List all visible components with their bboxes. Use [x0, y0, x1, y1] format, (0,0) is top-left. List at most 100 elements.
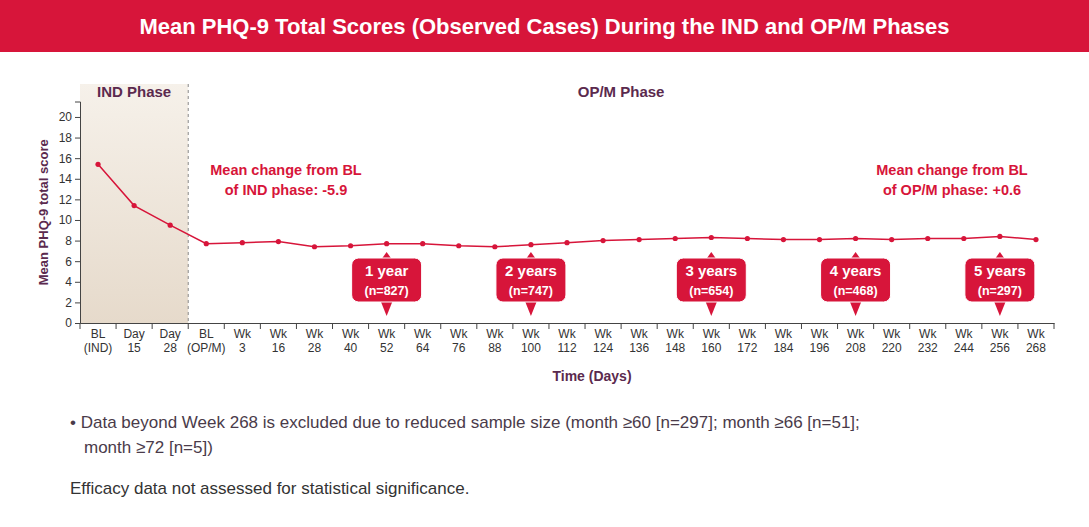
category-separator — [873, 323, 874, 329]
y-tick: 8 — [65, 234, 80, 248]
data-point — [95, 162, 100, 167]
milestone-pointer — [525, 301, 537, 316]
x-tick-label-line: 124 — [593, 341, 613, 355]
x-tick-label-line: 268 — [1026, 341, 1046, 355]
x-tick-label: Wk208 — [846, 327, 866, 355]
x-tick: Wk136 — [629, 323, 649, 355]
x-tick-label-line: 28 — [164, 341, 178, 355]
x-tick-label-line: 148 — [665, 341, 685, 355]
x-tick-label-line: 16 — [272, 341, 286, 355]
y-tick: 4 — [65, 275, 80, 289]
x-tick-label-line: 76 — [452, 341, 466, 355]
category-separator — [152, 323, 153, 329]
chart-svg: Mean PHQ-9 Total Scores (Observed Cases)… — [0, 0, 1089, 527]
y-tick-mark — [75, 117, 80, 118]
data-point — [132, 203, 137, 208]
milestone-label: 1 year — [365, 262, 409, 279]
x-tick-label-line: Wk — [703, 327, 721, 341]
data-point — [204, 241, 209, 246]
x-tick-label-line: Wk — [630, 327, 648, 341]
category-separator — [548, 323, 549, 329]
category-separator — [621, 323, 622, 329]
milestone-pointer — [705, 301, 717, 316]
x-tick: Wk196 — [810, 323, 830, 355]
x-tick-label: Wk268 — [1026, 327, 1046, 355]
y-tick: 10 — [59, 213, 80, 227]
y-axis: 02468101214161820 — [59, 102, 81, 330]
x-tick-label-line: Wk — [234, 327, 252, 341]
x-tick-label: Wk172 — [737, 327, 757, 355]
phase-divider — [188, 84, 189, 323]
category-separator — [693, 323, 694, 329]
milestone-n: (n=468) — [834, 284, 878, 298]
title-banner — [0, 0, 1089, 52]
x-tick-label: Wk244 — [954, 327, 974, 355]
x-tick: Wk28 — [306, 323, 324, 355]
x-tick-label-line: 3 — [239, 341, 246, 355]
x-tick-label: Wk76 — [450, 327, 468, 355]
y-tick-label: 4 — [65, 275, 72, 289]
milestone-callout: 3 years(n=654) — [676, 252, 746, 316]
x-tick: Wk76 — [450, 323, 468, 355]
x-tick-label-line: 15 — [127, 341, 141, 355]
y-tick-mark — [75, 261, 80, 262]
milestone-pointer — [850, 301, 862, 316]
x-tick-label-line: 196 — [810, 341, 830, 355]
data-point — [456, 243, 461, 248]
category-separator — [440, 323, 441, 329]
x-tick-label-line: Wk — [919, 327, 937, 341]
x-tick-label-line: 112 — [557, 341, 576, 355]
x-tick: Wk160 — [701, 323, 721, 355]
annotation: Mean change from BLof OP/M phase: +0.6 — [876, 162, 1028, 198]
x-tick-label: Wk256 — [990, 327, 1010, 355]
category-separator — [296, 323, 297, 329]
milestone-box — [821, 258, 891, 302]
x-tick-label-line: Wk — [1027, 327, 1045, 341]
x-tick-label-line: 256 — [990, 341, 1010, 355]
y-tick: 14 — [59, 172, 80, 186]
data-point — [673, 236, 678, 241]
x-tick: Wk112 — [557, 323, 576, 355]
x-tick-label-line: Wk — [883, 327, 901, 341]
x-tick: Wk232 — [918, 323, 938, 355]
x-tick-label: Wk196 — [810, 327, 830, 355]
data-point — [348, 243, 353, 248]
x-tick-label-line: Wk — [306, 327, 324, 341]
y-axis-line — [75, 102, 81, 324]
x-tick-label-line: Wk — [378, 327, 396, 341]
x-tick-label: BL(OP/M) — [187, 327, 226, 355]
data-point — [420, 241, 425, 246]
phase-label: IND Phase — [97, 83, 171, 100]
category-separators — [80, 323, 1054, 329]
x-tick-label-line: 40 — [344, 341, 358, 355]
category-separator — [476, 323, 477, 329]
x-tick: Day15 — [123, 323, 144, 355]
x-tick-label: Day15 — [123, 327, 144, 355]
x-tick: Day28 — [160, 323, 181, 355]
category-separator — [801, 323, 802, 329]
y-axis-title: Mean PHQ-9 total score — [36, 139, 51, 285]
x-tick: Wk52 — [378, 323, 396, 355]
x-tick-label-line: Wk — [342, 327, 360, 341]
data-point — [564, 240, 569, 245]
data-point — [637, 237, 642, 242]
milestone-callout: 4 years(n=468) — [821, 252, 891, 316]
annotation-line: of IND phase: -5.9 — [225, 182, 347, 198]
x-tick-label: Wk64 — [414, 327, 432, 355]
y-tick-mark — [75, 138, 80, 139]
x-tick-label-line: Wk — [522, 327, 540, 341]
x-tick-label-line: 88 — [488, 341, 502, 355]
y-tick-label: 6 — [65, 255, 72, 269]
y-tick-label: 20 — [59, 110, 73, 124]
y-tick-mark — [75, 199, 80, 200]
x-tick-label-line: 100 — [521, 341, 541, 355]
footnote: Efficacy data not assessed for statistic… — [70, 479, 469, 498]
annotation-line: Mean change from BL — [210, 162, 362, 178]
x-tick-label: Wk160 — [701, 327, 721, 355]
footnote-line: • Data beyond Week 268 is excluded due t… — [70, 413, 860, 432]
x-tick: Wk184 — [773, 323, 793, 355]
x-tick: Wk124 — [593, 323, 613, 355]
data-point — [276, 239, 281, 244]
x-tick-label-line: 172 — [737, 341, 757, 355]
milestone-callout: 5 years(n=297) — [965, 252, 1035, 316]
